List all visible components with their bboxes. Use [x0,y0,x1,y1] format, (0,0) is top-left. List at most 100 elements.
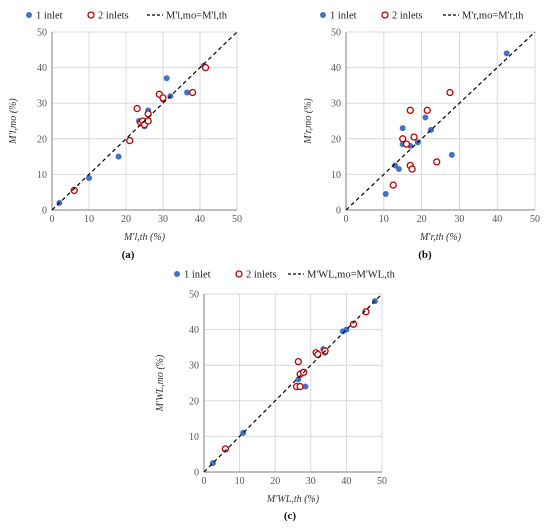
data-point-1-inlet [86,174,92,181]
x-tick-label: 10 [379,214,389,225]
x-tick-label: 30 [454,214,464,225]
y-tick-label: 40 [37,63,47,74]
data-point-1-inlet [399,125,406,132]
chart-panel-3: 0 10 20 30 40 50 0 10 20 30 40 50 1 inlet 2 inlets M'W… [155,270,396,523]
x-tick-label: 0 [344,214,349,225]
y-axis-label: M′l,mo (%) [8,98,19,145]
y-tick-label: 0 [42,206,47,217]
legend-label: 1 inlet [184,270,211,281]
data-point-2-inlets [126,136,134,145]
data-point-2-inlets [410,133,418,141]
legend-label: 2 inlets [98,11,129,22]
data-point-2-inlets [402,140,411,148]
legend-marker-1-inlet [320,12,326,18]
x-tick-label: 30 [306,476,316,487]
y-tick-label: 10 [331,170,341,181]
x-axis-label: M′WL,th (%) [266,494,320,505]
x-tick-label: 40 [492,214,502,225]
y-axis-label: M′WL,mo (%) [155,354,166,412]
y-axis-label: M′r,mo (%) [303,98,314,145]
x-tick-label: 30 [158,214,168,225]
x-tick-label: 40 [341,476,351,487]
x-tick-label: 10 [235,476,245,487]
legend-marker-1-inlet [26,12,32,18]
panel-caption: (c) [284,510,297,522]
y-tick-label: 10 [37,170,47,181]
data-point-1-inlet [163,75,170,82]
legend-label: 1 inlet [330,11,357,22]
data-point-2-inlets [70,186,78,195]
x-tick-label: 50 [377,476,387,487]
legend: 1 inlet 2 inlets M'r,mo=M'r,th [320,11,524,22]
x-tick-label: 20 [270,476,280,487]
data-point-2-inlets [188,88,197,97]
legend-label: 2 inlets [246,270,277,281]
legend-marker-2-inlets [235,270,243,278]
data-point-2-inlets [144,117,152,125]
x-tick-label: 50 [530,214,540,225]
legend-marker-2-inlets [87,11,95,19]
data-point-2-inlets [349,320,358,328]
data-point-2-inlets [221,445,230,453]
reference-line [345,31,536,211]
x-tick-label: 20 [417,214,427,225]
legend-label: 1 inlet [36,11,63,22]
y-tick-label: 20 [189,396,199,407]
data-point-1-inlet [392,162,399,169]
legend-marker-2-inlets [381,11,389,19]
data-point-2-inlets [406,106,414,114]
data-point-2-inlets [389,181,397,189]
data-point-2-inlets [446,88,454,97]
data-point-1-inlet [382,190,389,197]
data-point-2-inlets [399,135,407,143]
x-axis-label: M′r,th (%) [419,232,462,243]
x-tick-label: 40 [195,214,205,225]
data-point-2-inlets [201,63,210,72]
data-point-1-inlet [503,50,510,57]
y-tick-label: 50 [189,290,199,301]
chart-panel-1: 0 10 20 30 40 50 0 10 20 30 40 50 1 inlet 2 inlets M'l… [8,11,242,262]
data-point-1-inlet [448,151,455,158]
x-tick-label: 50 [232,214,242,225]
legend: 1 inlet 2 inlets M'WL,mo=M'WL,th [174,270,396,281]
y-tick-label: 20 [37,134,47,145]
legend-label: M'r,mo=M'r,th [462,11,524,22]
x-tick-label: 20 [121,214,131,225]
legend-label: 2 inlets [392,11,423,22]
legend-label: M'l,mo=M'l,th [166,11,228,22]
y-tick-label: 0 [336,206,341,217]
x-tick-label: 0 [202,476,207,487]
data-point-1-inlet [395,166,402,173]
y-tick-label: 20 [331,134,341,145]
y-tick-label: 50 [331,28,341,39]
y-tick-label: 30 [37,99,47,110]
y-tick-label: 30 [189,361,199,372]
data-point-2-inlets [433,158,441,166]
data-point-1-inlet [302,383,309,390]
y-tick-label: 0 [194,468,199,479]
chart-panel-2: 0 10 20 30 40 50 0 10 20 30 40 50 1 inlet 2 inlets M'r… [303,11,540,262]
data-point-2-inlets [133,104,141,113]
panel-caption: (b) [418,249,432,261]
y-tick-label: 40 [331,63,341,74]
y-tick-label: 30 [331,99,341,110]
data-point-2-inlets [423,106,431,114]
legend: 1 inlet 2 inlets M'l,mo=M'l,th [26,11,228,22]
legend-marker-1-inlet [174,271,180,277]
y-tick-label: 50 [37,28,47,39]
data-point-2-inlets [408,165,416,173]
legend-label: M'WL,mo=M'WL,th [307,270,396,281]
data-point-1-inlet [295,376,302,383]
data-point-1-inlet [422,114,429,121]
x-tick-label: 0 [50,214,55,225]
reference-line [203,293,383,473]
reference-line [51,31,238,211]
data-point-2-inlets [362,308,370,316]
data-point-2-inlets [159,94,167,102]
data-point-2-inlets [294,357,302,366]
y-tick-label: 10 [189,432,199,443]
y-tick-label: 40 [189,325,199,336]
data-point-1-inlet [184,89,191,96]
panel-caption: (a) [122,249,135,261]
